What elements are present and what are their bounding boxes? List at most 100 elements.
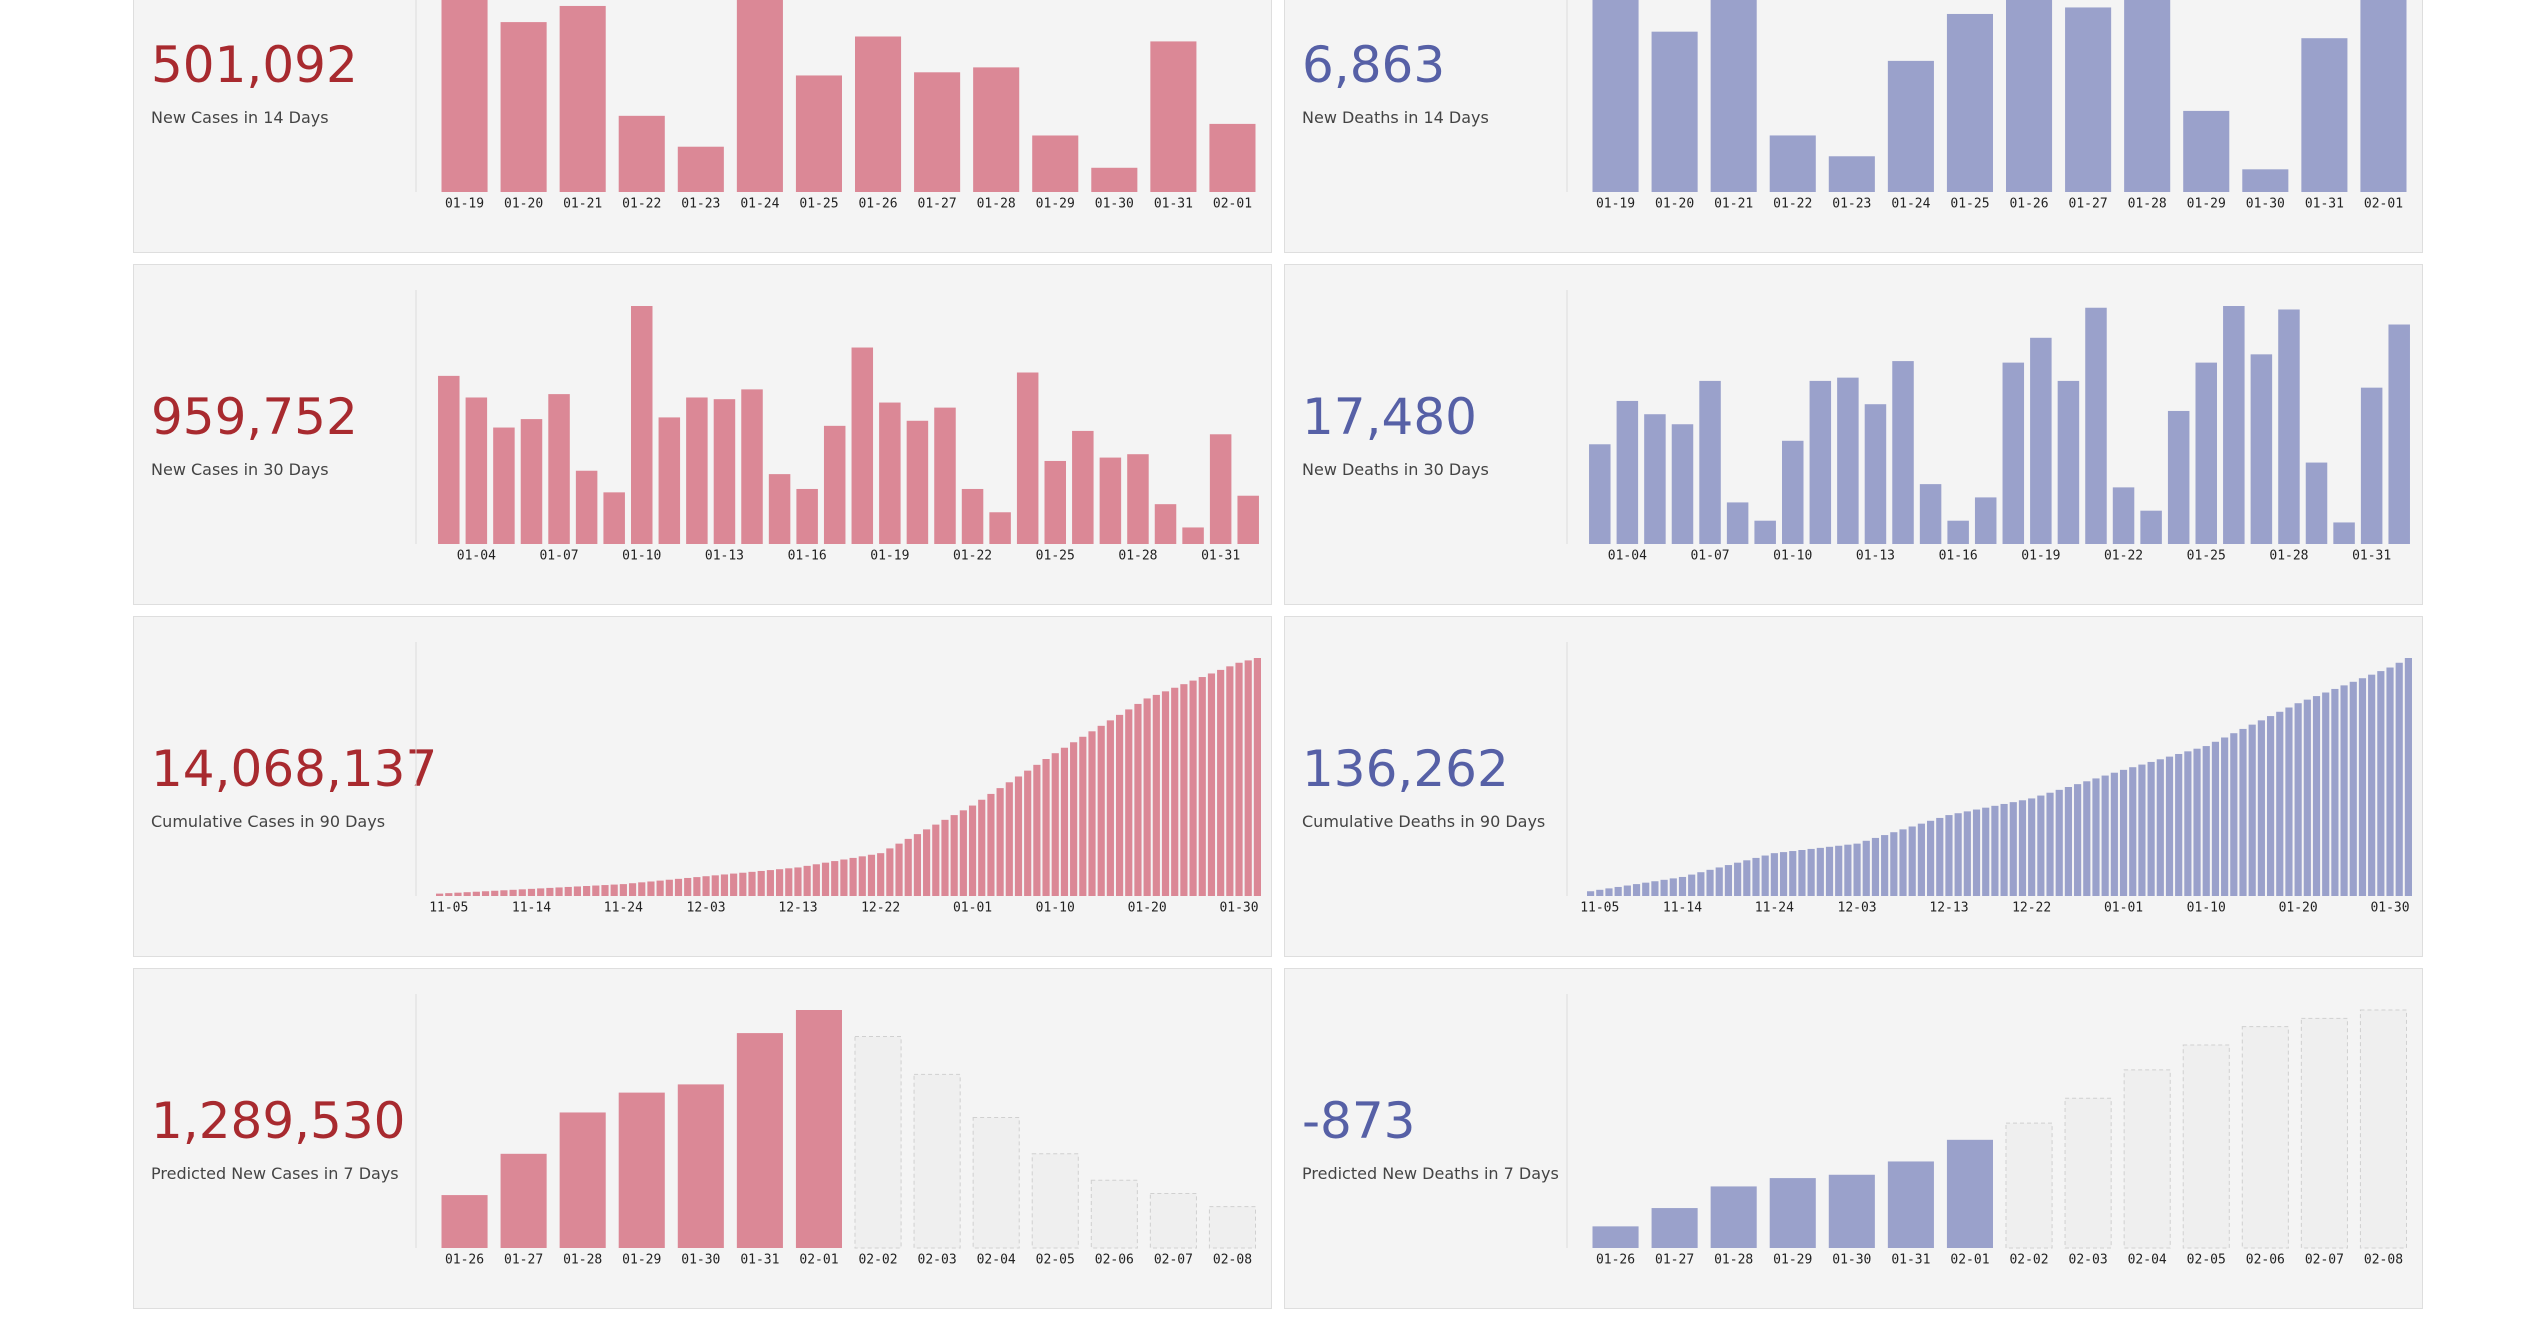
bar bbox=[2221, 737, 2229, 896]
x-tick-label: 01-26 bbox=[445, 1253, 484, 1268]
x-tick-label: 01-13 bbox=[1856, 549, 1895, 564]
bar bbox=[559, 1112, 606, 1248]
bar bbox=[1726, 502, 1749, 544]
bar bbox=[1660, 879, 1668, 896]
stat-label: New Deaths in 14 Days bbox=[1302, 108, 1489, 127]
bar bbox=[1769, 135, 1816, 192]
bar-chart: 01-19 01-20 01-21 01-22 01-23 01-24 01-25 01-26… bbox=[415, 0, 1256, 212]
bar bbox=[1244, 660, 1252, 896]
bar bbox=[1669, 878, 1677, 896]
x-tick-label: 01-26 bbox=[1596, 1253, 1635, 1268]
bar bbox=[996, 788, 1004, 896]
bar bbox=[720, 874, 729, 896]
x-tick-label: 01-22 bbox=[622, 197, 661, 212]
bar bbox=[2057, 380, 2080, 544]
bar bbox=[1899, 829, 1907, 896]
x-tick-label: 02-07 bbox=[2305, 1253, 2344, 1268]
x-tick-label: 02-01 bbox=[1950, 1253, 1989, 1268]
x-tick-label: 01-30 bbox=[1095, 197, 1134, 212]
x-tick-label: 01-28 bbox=[563, 1253, 602, 1268]
bar bbox=[518, 889, 526, 896]
bar bbox=[2278, 309, 2300, 544]
x-tick-label: 11-05 bbox=[429, 901, 468, 916]
bar bbox=[436, 893, 444, 896]
x-tick-label: 02-08 bbox=[1213, 1253, 1252, 1268]
bar bbox=[1743, 860, 1751, 896]
bar bbox=[463, 892, 471, 896]
bar bbox=[2009, 802, 2017, 896]
bar bbox=[987, 793, 995, 896]
bar bbox=[1892, 361, 1914, 544]
bar bbox=[2358, 678, 2367, 896]
bar bbox=[768, 474, 791, 544]
x-tick-label: 01-25 bbox=[2187, 549, 2226, 564]
bar bbox=[537, 888, 545, 896]
bar bbox=[1917, 823, 1925, 896]
x-tick-label: 01-20 bbox=[2279, 901, 2318, 916]
x-tick-label: 01-31 bbox=[1891, 1253, 1930, 1268]
bar bbox=[2037, 795, 2045, 896]
bar bbox=[1125, 709, 1133, 896]
bar bbox=[2165, 756, 2174, 896]
bar bbox=[1798, 849, 1806, 896]
bar bbox=[601, 885, 609, 896]
bar bbox=[564, 886, 572, 896]
bar bbox=[2248, 724, 2256, 896]
x-tick-label: 01-30 bbox=[1832, 1253, 1871, 1268]
bar bbox=[1127, 454, 1149, 544]
bar bbox=[2055, 789, 2063, 896]
stat-panel: -873 Predicted New Deaths in 7 Days 01-26 0… bbox=[1284, 968, 2423, 1309]
bar bbox=[647, 881, 655, 896]
bar bbox=[677, 1084, 724, 1248]
bar bbox=[2223, 306, 2245, 544]
bar bbox=[736, 0, 783, 192]
bar bbox=[2167, 410, 2190, 544]
bar bbox=[748, 871, 756, 896]
bar bbox=[677, 146, 724, 192]
bar bbox=[2046, 792, 2054, 896]
bar bbox=[1946, 13, 1994, 192]
bar bbox=[618, 115, 665, 192]
x-tick-label: 01-20 bbox=[1655, 197, 1694, 212]
x-tick-label: 01-29 bbox=[622, 1253, 661, 1268]
bar bbox=[638, 882, 646, 896]
bar bbox=[583, 886, 591, 896]
bar bbox=[1217, 669, 1225, 896]
x-tick-label: 01-23 bbox=[1832, 197, 1871, 212]
x-tick-label: 02-01 bbox=[1213, 197, 1252, 212]
bar bbox=[1864, 404, 1887, 544]
bar bbox=[1734, 862, 1742, 896]
bar bbox=[904, 838, 912, 896]
bar bbox=[1644, 414, 1666, 544]
x-tick-label: 02-02 bbox=[858, 1253, 897, 1268]
bar bbox=[1587, 891, 1595, 896]
bar bbox=[858, 856, 866, 896]
bar bbox=[934, 407, 956, 544]
bar bbox=[1596, 889, 1604, 896]
bar bbox=[1099, 457, 1122, 544]
bar bbox=[959, 810, 967, 896]
bar bbox=[1207, 673, 1216, 896]
bar bbox=[2404, 658, 2412, 896]
bar bbox=[520, 419, 543, 544]
x-tick-label: 01-13 bbox=[705, 549, 744, 564]
x-tick-label: 11-24 bbox=[1755, 901, 1794, 916]
x-tick-label: 01-31 bbox=[2352, 549, 2391, 564]
bar bbox=[454, 892, 462, 896]
x-tick-label: 02-05 bbox=[1036, 1253, 1075, 1268]
bar bbox=[2028, 798, 2036, 896]
x-tick-label: 01-20 bbox=[1128, 901, 1167, 916]
stat-label: Predicted New Deaths in 7 Days bbox=[1302, 1164, 1559, 1183]
stat-value: -873 bbox=[1302, 1092, 1416, 1150]
bar bbox=[968, 805, 977, 896]
bar bbox=[1150, 41, 1197, 192]
bar bbox=[1005, 782, 1013, 896]
x-tick-label: 01-29 bbox=[1036, 197, 1075, 212]
x-tick-label: 01-31 bbox=[740, 1253, 779, 1268]
bar bbox=[500, 890, 508, 896]
bar bbox=[879, 402, 901, 544]
bar bbox=[713, 399, 736, 544]
bar bbox=[2002, 362, 2025, 544]
x-tick-label: 12-13 bbox=[778, 901, 817, 916]
